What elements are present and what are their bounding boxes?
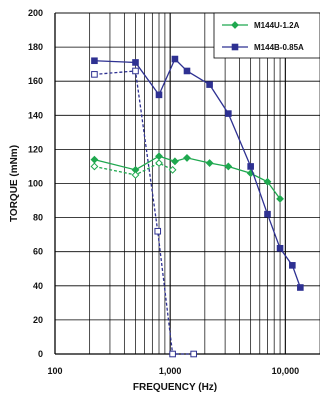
data-point [276, 244, 284, 252]
data-point [276, 194, 284, 203]
data-point [169, 350, 176, 358]
series-line [94, 70, 194, 355]
grid [54, 12, 320, 355]
data-point [91, 71, 98, 78]
x-tick-label: 1,000 [159, 366, 182, 376]
series-layer [90, 55, 304, 358]
x-axis-title: FREQUENCY (Hz) [133, 382, 217, 393]
data-point [131, 171, 140, 179]
y-tick-label: 60 [33, 247, 43, 257]
y-tick-label: 180 [28, 42, 43, 52]
y-tick-label: 160 [28, 76, 43, 86]
data-point [90, 155, 99, 164]
y-tick-label: 20 [33, 315, 43, 325]
data-point [171, 55, 179, 63]
y-tick-label: 140 [28, 110, 43, 120]
data-point [183, 67, 191, 75]
data-point [225, 110, 232, 117]
y-tick-label: 80 [33, 213, 43, 223]
y-tick-label: 100 [28, 179, 43, 189]
data-point [90, 162, 99, 171]
data-point [289, 262, 296, 269]
data-point [91, 57, 98, 65]
y-tick-label: 200 [28, 8, 43, 18]
x-tick-label: 10,000 [272, 366, 300, 376]
data-point [264, 210, 271, 218]
data-point [231, 21, 239, 29]
data-point [206, 81, 213, 88]
data-point [263, 177, 272, 186]
y-tick-label: 120 [28, 144, 43, 154]
data-point [224, 162, 233, 171]
y-tick-label: 40 [33, 281, 43, 291]
data-point [231, 43, 239, 51]
legend-label: M144B-0.85A [254, 43, 304, 52]
data-point [171, 157, 179, 166]
data-point [154, 227, 162, 235]
data-point [155, 152, 163, 161]
data-point [132, 67, 139, 75]
axes: 0 20 40 60 80 100 120 140 160 180 200 100 1,000 10,00… [28, 8, 320, 376]
legend-label: M144U-1.2A [254, 21, 300, 30]
series-line [94, 162, 173, 176]
data-point [190, 350, 197, 358]
data-point [205, 159, 214, 167]
legend-box [213, 12, 320, 59]
data-point [168, 165, 177, 174]
series-line [94, 155, 281, 200]
y-axis-title: TORQUE (mNm) [9, 145, 20, 222]
data-point [183, 154, 191, 162]
data-point [297, 284, 304, 291]
data-point [247, 163, 254, 170]
y-tick-label: 0 [38, 349, 43, 359]
data-point [155, 159, 163, 167]
legend: M144U-1.2A M144B-0.85A [213, 12, 320, 59]
data-point [132, 59, 139, 66]
data-point [155, 91, 163, 99]
x-tick-label: 100 [47, 366, 62, 376]
